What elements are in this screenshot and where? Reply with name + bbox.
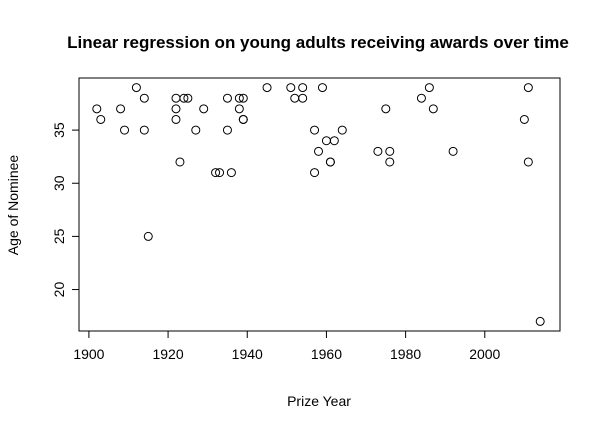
data-point <box>424 83 434 93</box>
data-point <box>298 83 308 93</box>
data-point <box>373 146 383 156</box>
y-tick-label: 35 <box>51 122 67 138</box>
data-point <box>171 114 181 124</box>
data-point <box>317 83 327 93</box>
data-point <box>337 125 347 135</box>
x-axis-label: Prize Year <box>287 393 351 409</box>
data-point <box>116 104 126 114</box>
data-point <box>175 157 185 167</box>
data-point <box>92 104 102 114</box>
data-point <box>314 146 324 156</box>
data-point <box>428 104 438 114</box>
data-point <box>238 114 248 124</box>
data-point <box>310 125 320 135</box>
chart-title: Linear regression on young adults receiv… <box>67 33 569 52</box>
x-tick-label: 1900 <box>73 346 104 362</box>
y-tick-label: 30 <box>51 175 67 191</box>
y-tick-label: 25 <box>51 228 67 244</box>
data-point <box>321 136 331 146</box>
data-point <box>310 168 320 178</box>
data-point <box>179 93 189 103</box>
data-point <box>385 146 395 156</box>
x-tick-label: 2000 <box>469 346 500 362</box>
data-point <box>215 168 225 178</box>
data-point <box>325 157 335 167</box>
data-point <box>519 114 529 124</box>
data-point <box>329 136 339 146</box>
x-axis: 1900 1920 1940 1960 1980 2000 <box>73 330 501 362</box>
data-point <box>222 125 232 135</box>
data-point <box>448 146 458 156</box>
x-tick-label: 1920 <box>152 346 183 362</box>
x-tick-label: 1980 <box>390 346 421 362</box>
data-point <box>131 83 141 93</box>
data-point <box>222 93 232 103</box>
data-point <box>535 316 545 326</box>
data-point <box>171 93 181 103</box>
data-point <box>139 125 149 135</box>
data-point <box>211 168 221 178</box>
plot-frame <box>78 77 561 332</box>
data-point <box>139 93 149 103</box>
data-point <box>523 157 533 167</box>
data-point <box>226 168 236 178</box>
data-point <box>143 231 153 241</box>
y-tick-label: 20 <box>51 282 67 298</box>
data-point <box>262 83 272 93</box>
data-point <box>96 114 106 124</box>
data-point <box>171 104 181 114</box>
data-points <box>92 83 545 326</box>
x-tick-label: 1940 <box>232 346 263 362</box>
data-point <box>416 93 426 103</box>
data-point <box>234 104 244 114</box>
data-point <box>523 83 533 93</box>
data-point <box>199 104 209 114</box>
y-axis-label: Age of Nominee <box>5 155 21 256</box>
data-point <box>286 83 296 93</box>
data-point <box>238 93 248 103</box>
data-point <box>298 93 308 103</box>
data-point <box>381 104 391 114</box>
data-point <box>234 93 244 103</box>
data-point <box>385 157 395 167</box>
data-point <box>290 93 300 103</box>
data-point <box>183 93 193 103</box>
data-point <box>191 125 201 135</box>
y-axis: 20 25 30 35 <box>51 122 80 298</box>
data-point <box>120 125 130 135</box>
x-tick-label: 1960 <box>311 346 342 362</box>
